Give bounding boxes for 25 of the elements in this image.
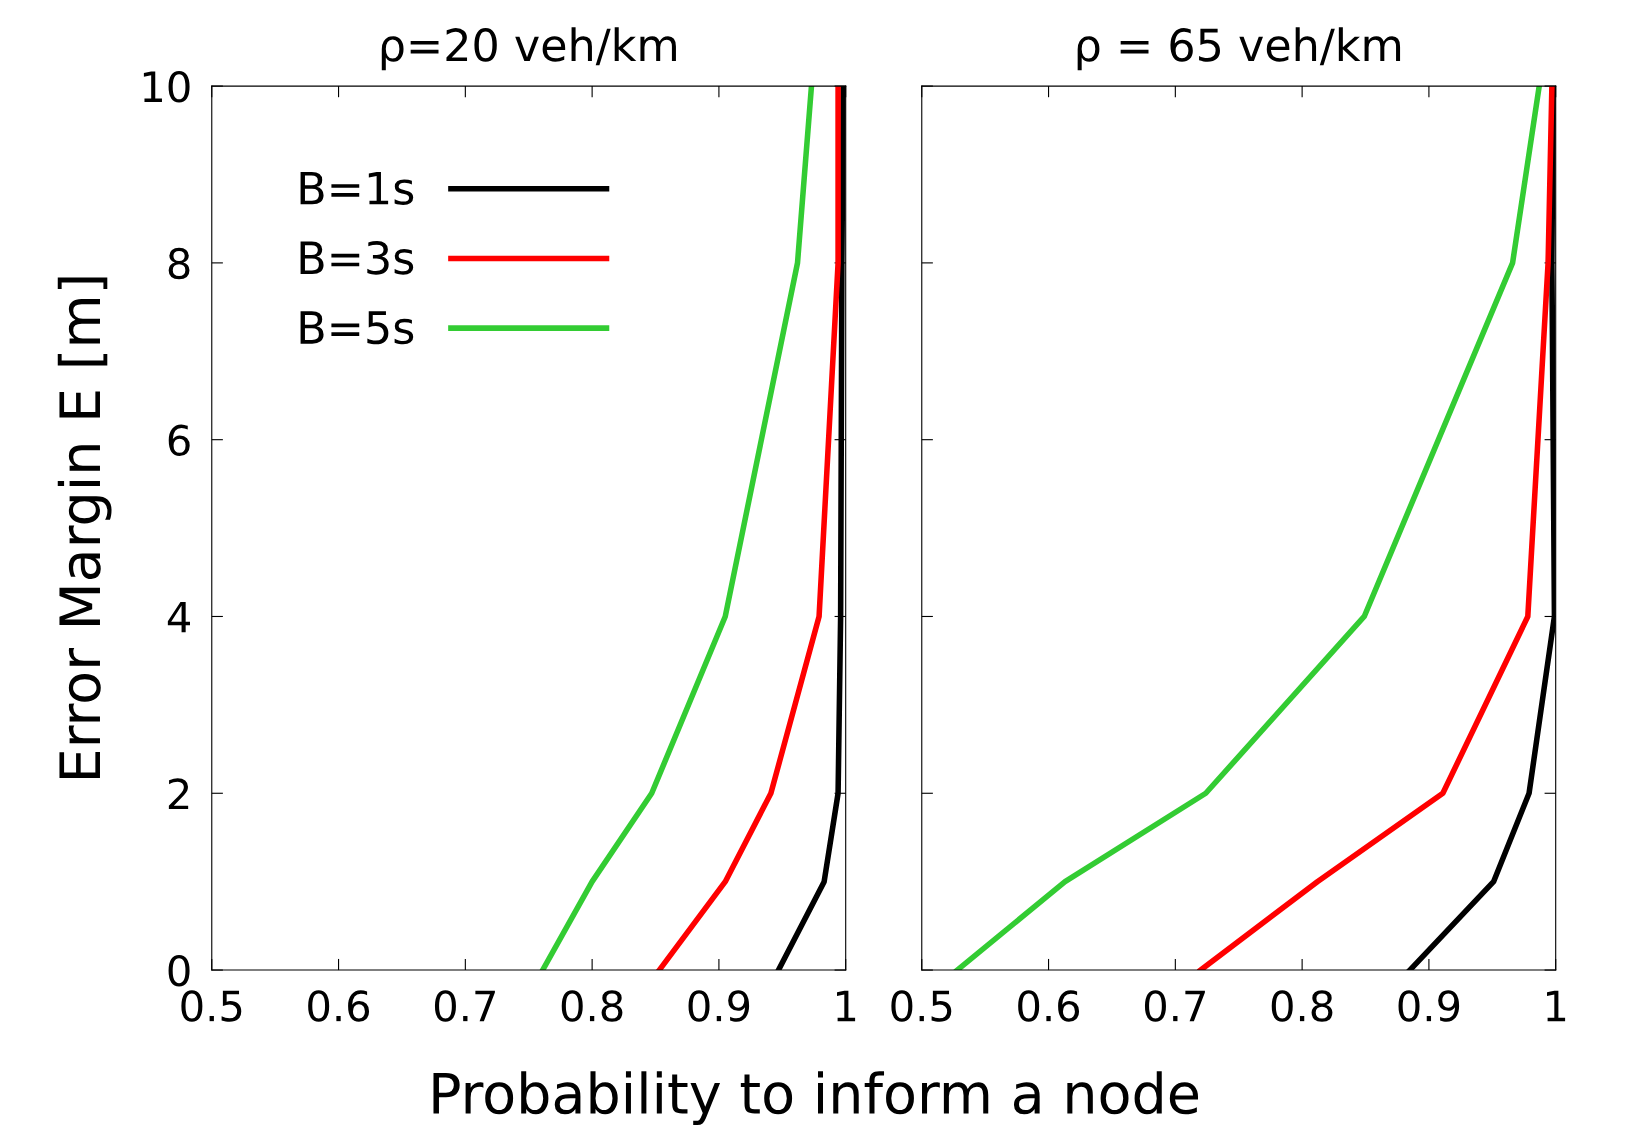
x-axis-title: Probability to inform a node bbox=[433, 1071, 1199, 1126]
x-tick-label: 0.6 bbox=[1018, 990, 1080, 1022]
x-tick-label: 0.9 bbox=[1398, 990, 1460, 1022]
x-tick-label: 0.5 bbox=[891, 990, 952, 1022]
x-tick-label: 0.6 bbox=[308, 990, 370, 1022]
x-tick-label: 0.7 bbox=[434, 990, 495, 1022]
legend-label: B=3s bbox=[300, 241, 414, 275]
x-tick-label: 0.7 bbox=[1144, 990, 1205, 1022]
x-tick-label: 0.5 bbox=[181, 990, 242, 1022]
y-tick-label: 10 bbox=[143, 71, 190, 103]
x-tick-label: 0.8 bbox=[1271, 990, 1333, 1022]
legend-label: B=5s bbox=[300, 311, 414, 345]
y-tick-label: 8 bbox=[168, 247, 190, 280]
x-tick-label: 1 bbox=[1547, 990, 1566, 1022]
y-tick-label: 2 bbox=[168, 778, 189, 810]
y-tick-label: 4 bbox=[167, 601, 190, 633]
y-axis-title: Error Margin E [m] bbox=[57, 277, 112, 778]
chart-title: ρ = 65 veh/km bbox=[1077, 27, 1401, 71]
chart-title: ρ=20 veh/km bbox=[381, 27, 676, 71]
y-tick-label: 0 bbox=[168, 954, 190, 987]
x-tick-label: 0.8 bbox=[561, 990, 623, 1022]
x-tick-label: 1 bbox=[837, 990, 856, 1022]
y-tick-label: 6 bbox=[168, 424, 190, 457]
legend-label: B=1s bbox=[300, 171, 414, 205]
x-tick-label: 0.9 bbox=[688, 990, 750, 1022]
